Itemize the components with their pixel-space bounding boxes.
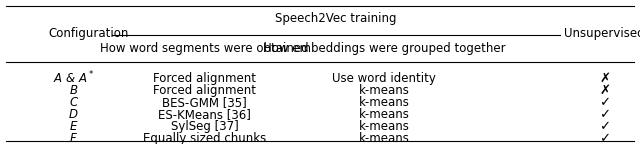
Text: Configuration: Configuration xyxy=(48,27,129,40)
Text: ✗: ✗ xyxy=(599,72,611,85)
Text: k-means: k-means xyxy=(358,132,410,144)
Text: k-means: k-means xyxy=(358,84,410,97)
Text: How embeddings were grouped together: How embeddings were grouped together xyxy=(262,42,506,55)
Text: $A$ & $A^*$: $A$ & $A^*$ xyxy=(52,70,95,87)
Text: ✗: ✗ xyxy=(599,84,611,97)
Text: $F$: $F$ xyxy=(69,132,78,144)
Text: k-means: k-means xyxy=(358,120,410,133)
Text: BES-GMM [35]: BES-GMM [35] xyxy=(163,96,247,109)
Text: $C$: $C$ xyxy=(68,96,79,109)
Text: Speech2Vec training: Speech2Vec training xyxy=(275,12,397,25)
Text: How word segments were obtained: How word segments were obtained xyxy=(100,42,309,55)
Text: $E$: $E$ xyxy=(69,120,78,133)
Text: ES-KMeans [36]: ES-KMeans [36] xyxy=(158,108,252,121)
Text: Unsupervised: Unsupervised xyxy=(564,27,640,40)
Text: Equally sized chunks: Equally sized chunks xyxy=(143,132,266,144)
Text: ✓: ✓ xyxy=(599,108,611,121)
Text: k-means: k-means xyxy=(358,108,410,121)
Text: SylSeg [37]: SylSeg [37] xyxy=(171,120,239,133)
Text: Forced alignment: Forced alignment xyxy=(154,84,256,97)
Text: $B$: $B$ xyxy=(69,84,78,97)
Text: ✓: ✓ xyxy=(599,120,611,133)
Text: ✓: ✓ xyxy=(599,96,611,109)
Text: ✓: ✓ xyxy=(599,132,611,144)
Text: Use word identity: Use word identity xyxy=(332,72,436,85)
Text: k-means: k-means xyxy=(358,96,410,109)
Text: $D$: $D$ xyxy=(68,108,79,121)
Text: Forced alignment: Forced alignment xyxy=(154,72,256,85)
